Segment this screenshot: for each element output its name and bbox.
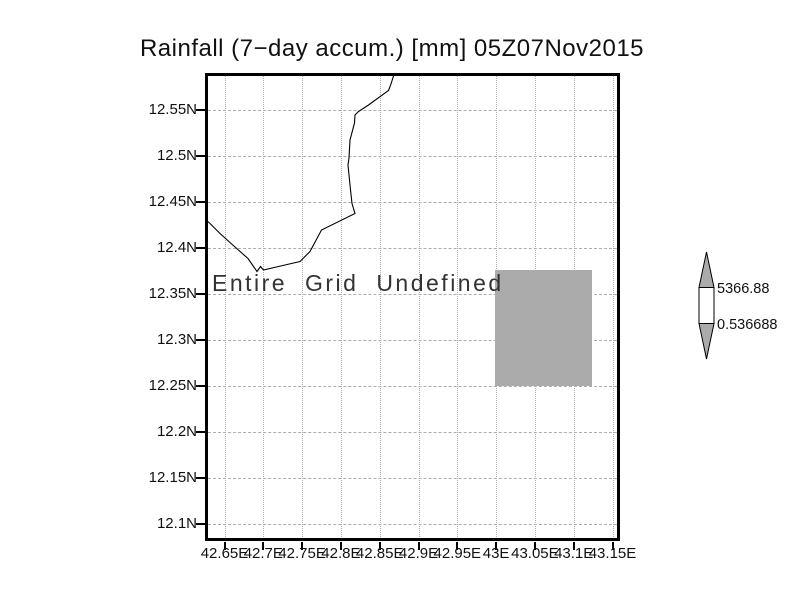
gridline-vertical: [340, 76, 342, 539]
x-tick-label: 43.05E: [511, 545, 559, 562]
gridline-horizontal: [208, 431, 617, 433]
x-axis-tick: [611, 541, 614, 550]
entire-grid-undefined-message: Entire Grid Undefined: [212, 270, 504, 296]
x-tick-label: 42.8E: [321, 545, 361, 562]
x-axis-tick: [339, 541, 342, 550]
y-tick-label: 12.4N: [156, 238, 197, 256]
y-axis-tick: [196, 384, 205, 387]
x-tick-label: 42.65E: [200, 545, 249, 562]
x-tick-label: 43E: [482, 545, 510, 562]
x-axis-tick: [378, 541, 381, 550]
x-axis-tick: [572, 541, 575, 550]
colorbar-mid-band: [698, 287, 715, 324]
y-tick-label: 12.55N: [148, 100, 197, 118]
gridline-vertical: [379, 76, 381, 539]
colorbar: [698, 251, 715, 360]
gridline-vertical: [612, 76, 614, 539]
gridline-horizontal: [208, 109, 617, 111]
x-tick-label: 42.75E: [278, 545, 326, 562]
gridline-horizontal: [208, 477, 617, 479]
y-axis-tick: [196, 108, 205, 111]
gridline-vertical: [302, 76, 304, 539]
gridline-horizontal: [208, 385, 617, 387]
colorbar-bottom-arrow: [698, 323, 715, 360]
x-axis-tick: [262, 541, 265, 550]
shaded-data-block: [495, 270, 592, 386]
gridline-vertical: [224, 76, 226, 539]
gridline-horizontal: [208, 247, 617, 249]
x-tick-label: 42.9E: [398, 545, 439, 562]
colorbar-max-label: 5366.88: [717, 281, 770, 297]
y-tick-label: 12.25N: [148, 376, 197, 394]
y-tick-label: 12.35N: [148, 284, 197, 302]
colorbar-min-label: 0.536688: [717, 317, 778, 333]
y-tick-label: 12.15N: [148, 468, 197, 486]
y-tick-label: 12.5N: [156, 146, 197, 164]
y-axis-tick: [196, 292, 205, 295]
x-tick-label: 42.85E: [355, 545, 404, 562]
y-axis-tick: [196, 200, 205, 203]
gridline-vertical: [418, 76, 420, 539]
x-axis-tick: [417, 541, 420, 550]
y-axis-tick: [196, 430, 205, 433]
x-axis-tick: [533, 541, 536, 550]
x-axis-tick: [495, 541, 498, 550]
y-axis-tick: [196, 338, 205, 341]
x-tick-label: 42.95E: [433, 545, 482, 562]
plot-title: Rainfall (7−day accum.) [mm] 05Z07Nov201…: [139, 35, 645, 62]
gridline-horizontal: [208, 155, 617, 157]
x-tick-label: 42.7E: [243, 545, 283, 562]
y-tick-label: 12.1N: [156, 514, 197, 532]
y-tick-label: 12.2N: [156, 422, 197, 440]
x-tick-label: 43.1E: [554, 545, 594, 562]
x-axis-tick: [223, 541, 226, 550]
map-frame: [205, 73, 620, 541]
colorbar-top-arrow: [698, 251, 715, 288]
y-tick-label: 12.45N: [148, 192, 197, 210]
gridline-horizontal: [208, 523, 617, 525]
y-tick-label: 12.3N: [156, 330, 197, 348]
gridline-horizontal: [208, 293, 617, 295]
gridline-horizontal: [208, 201, 617, 203]
y-axis-tick: [196, 522, 205, 525]
x-tick-label: 43.15E: [588, 545, 637, 562]
gridline-vertical: [457, 76, 459, 539]
y-axis-tick: [196, 476, 205, 479]
y-axis-tick: [196, 246, 205, 249]
x-axis-tick: [456, 541, 459, 550]
gridline-horizontal: [208, 339, 617, 341]
x-axis-tick: [301, 541, 304, 550]
y-axis-tick: [196, 154, 205, 157]
gridline-vertical: [263, 76, 265, 539]
